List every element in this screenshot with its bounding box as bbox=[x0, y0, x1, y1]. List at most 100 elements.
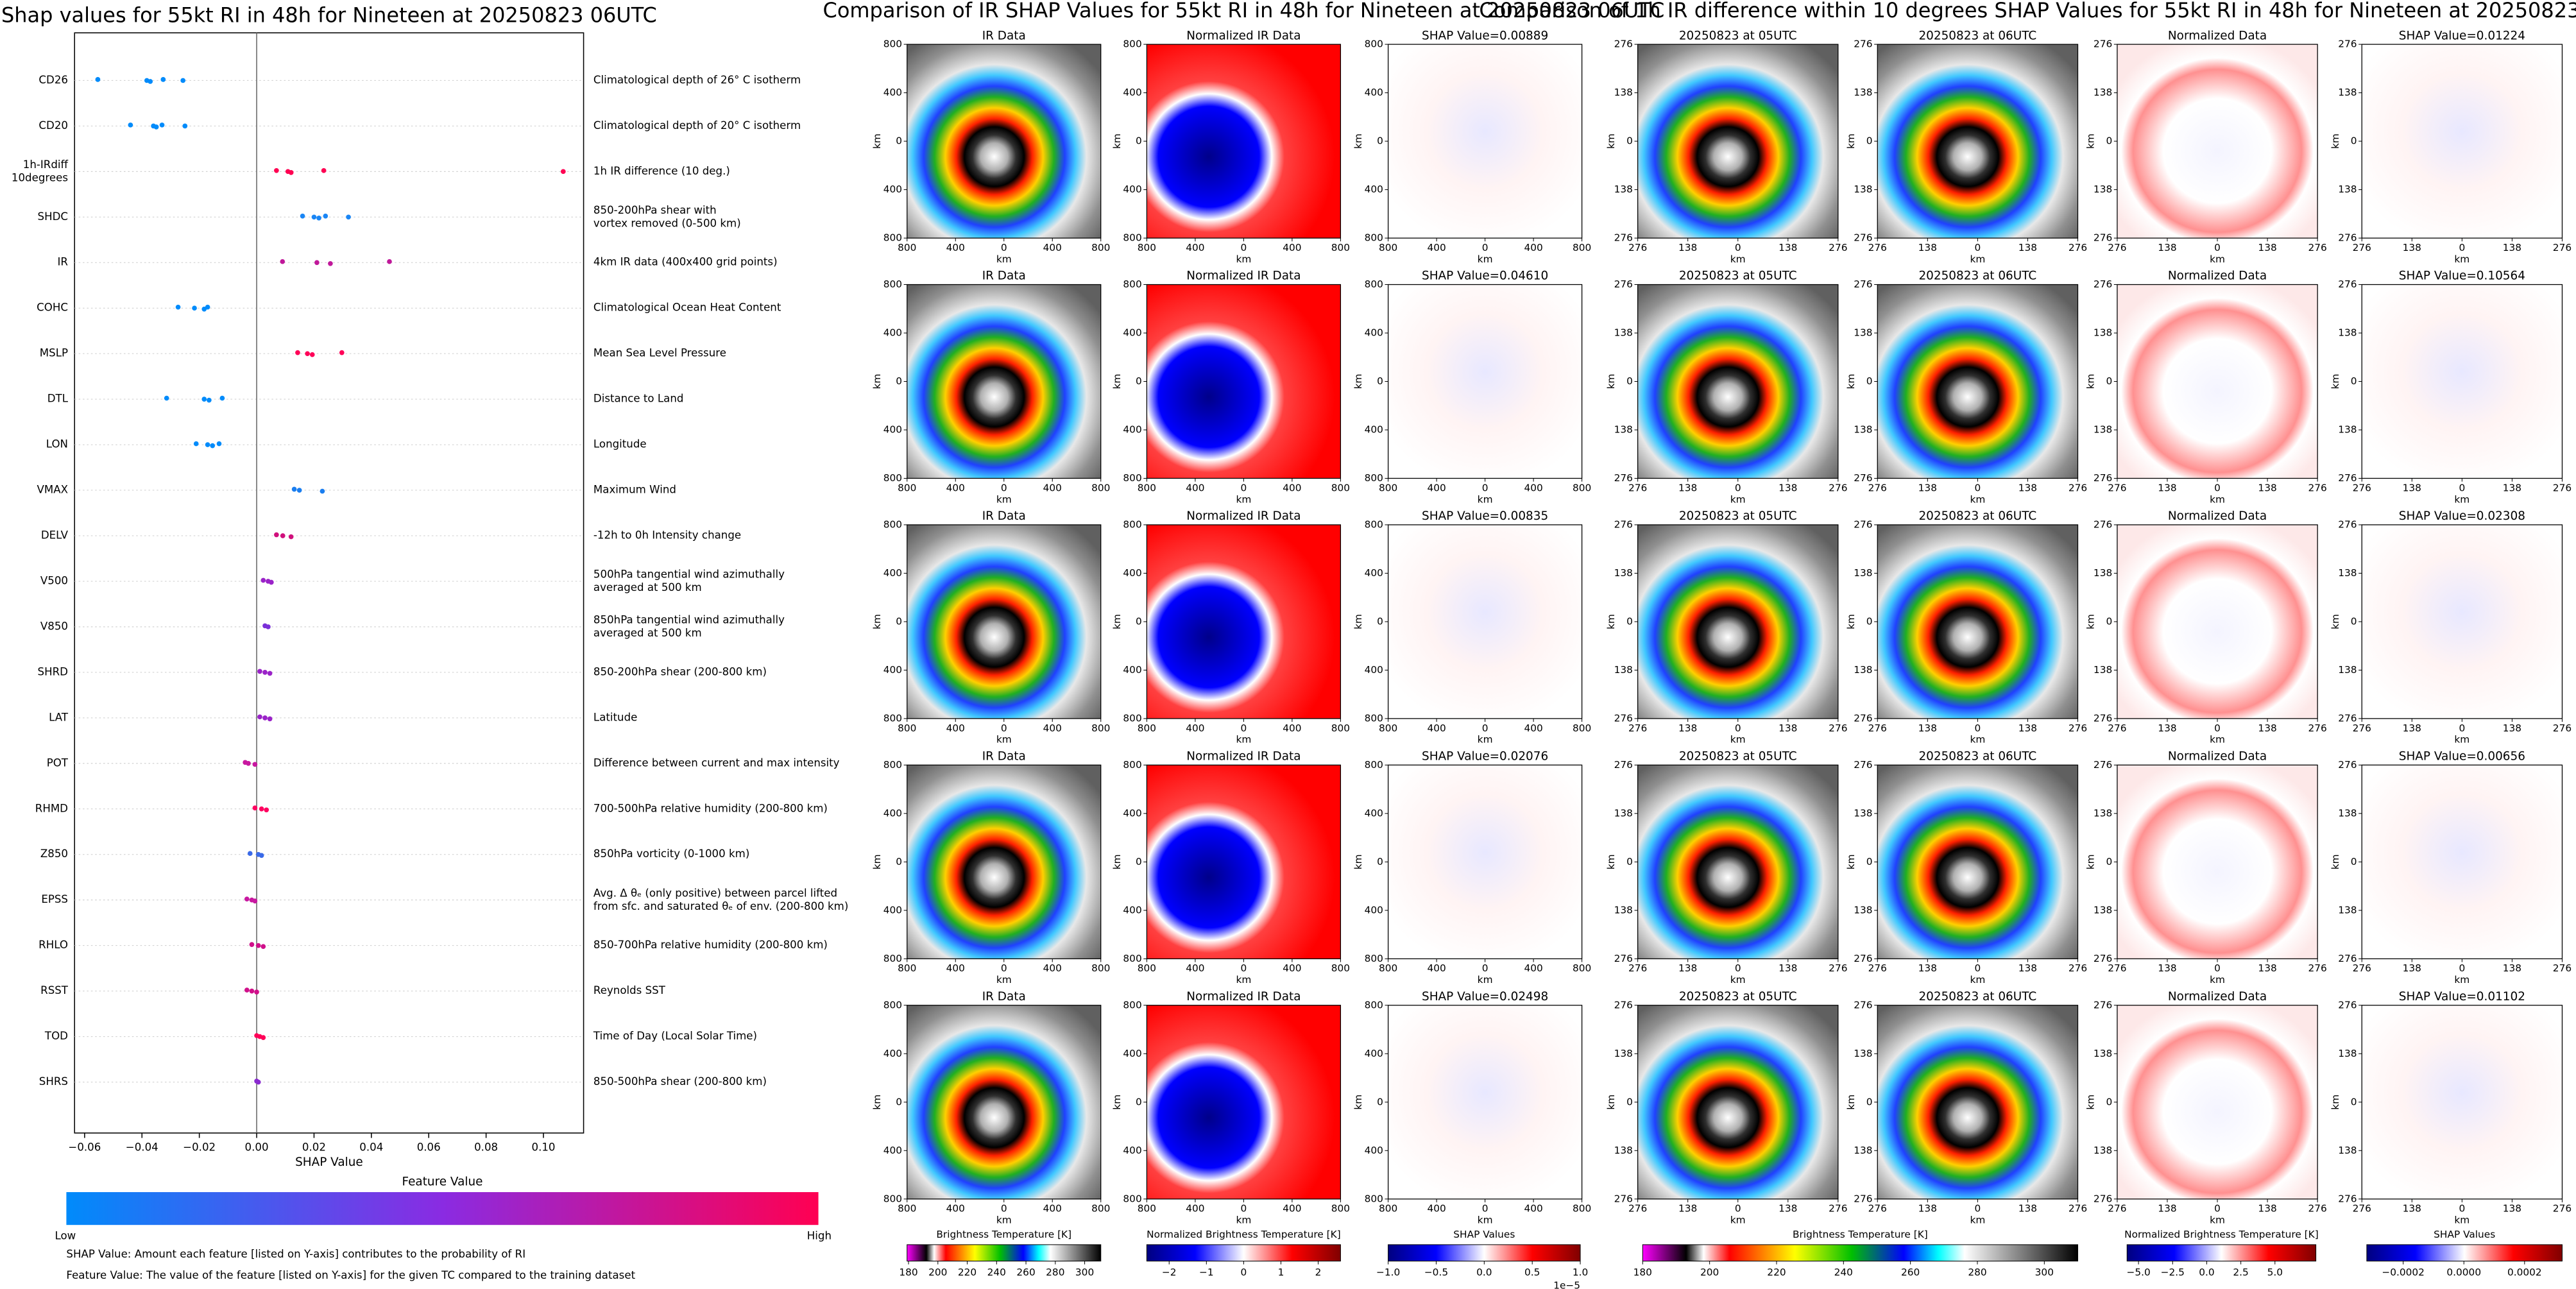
feature-label: RHLO bbox=[38, 939, 68, 951]
y-tick-label: 0 bbox=[1866, 856, 1873, 867]
x-tick-label: 800 bbox=[1331, 242, 1350, 253]
x-tick-label: 276 bbox=[1628, 962, 1647, 974]
y-tick-label: 800 bbox=[1123, 38, 1141, 50]
shap-point bbox=[280, 259, 286, 264]
y-tick-label: 0 bbox=[2351, 1096, 2357, 1107]
y-tick-label: 800 bbox=[1123, 953, 1141, 964]
x-tick-label: 276 bbox=[2353, 1203, 2371, 1215]
feature-label: COHC bbox=[37, 302, 68, 314]
x-tick-label: 276 bbox=[1868, 482, 1887, 493]
colorbar-tick-label: 5.0 bbox=[2267, 1267, 2283, 1278]
x-tick-label: 276 bbox=[2308, 482, 2326, 493]
x-axis-label: km bbox=[996, 253, 1012, 265]
y-tick-label: 276 bbox=[2094, 759, 2112, 771]
feature-description: Time of Day (Local Solar Time) bbox=[593, 1030, 757, 1042]
x-tick-label: 138 bbox=[2503, 482, 2521, 493]
panel-title: SHAP Value=0.00889 bbox=[1422, 29, 1548, 42]
y-tick-label: 276 bbox=[2338, 472, 2357, 484]
x-tick-label: 138 bbox=[2018, 1203, 2037, 1215]
x-tick-label: 276 bbox=[1868, 242, 1887, 253]
y-tick-label: 800 bbox=[883, 712, 902, 724]
chart-title: Shap values for 55kt RI in 48h for Ninet… bbox=[1, 3, 657, 28]
x-tick-label: 276 bbox=[1829, 962, 1847, 974]
y-tick-label: 800 bbox=[1365, 38, 1383, 50]
panel-title: 20250823 at 06UTC bbox=[1918, 750, 2036, 764]
x-tick-label: 276 bbox=[2553, 722, 2572, 734]
x-tick-label: 800 bbox=[1379, 482, 1397, 493]
x-tick-label: 0 bbox=[1001, 242, 1007, 253]
y-tick-label: 276 bbox=[2094, 953, 2112, 964]
x-tick-label: 800 bbox=[1573, 722, 1591, 734]
x-tick-label: 276 bbox=[2068, 962, 2087, 974]
y-tick-label: 400 bbox=[1365, 87, 1383, 98]
shap-point bbox=[291, 486, 297, 492]
x-tick-label: 276 bbox=[2068, 722, 2087, 734]
y-tick-label: 276 bbox=[2094, 278, 2112, 290]
y-tick-label: 276 bbox=[1614, 759, 1633, 771]
y-tick-label: 138 bbox=[2338, 807, 2357, 819]
image-panel bbox=[907, 1005, 1102, 1200]
panel-title: 20250823 at 05UTC bbox=[1679, 29, 1797, 42]
panel-title: 20250823 at 06UTC bbox=[1918, 269, 2036, 283]
y-tick-label: 276 bbox=[1854, 472, 1872, 484]
colorbar-tick-label: 1 bbox=[1278, 1267, 1284, 1278]
x-tick-label: 276 bbox=[2108, 1203, 2126, 1215]
y-axis-label: km bbox=[1352, 854, 1364, 869]
y-tick-label: 800 bbox=[883, 1193, 902, 1204]
feature-label: CD20 bbox=[38, 119, 68, 132]
shap-point bbox=[244, 896, 250, 901]
x-tick-label: 0 bbox=[1241, 1203, 1247, 1215]
y-tick-label: 800 bbox=[1123, 712, 1141, 724]
y-axis-label: km bbox=[1845, 133, 1857, 149]
x-tick-label: 276 bbox=[2108, 242, 2126, 253]
x-tick-label: 276 bbox=[1628, 722, 1647, 734]
shap-point bbox=[252, 898, 258, 904]
shap-point bbox=[193, 441, 199, 447]
image-panel bbox=[907, 764, 1102, 959]
feature-description: 4km IR data (400x400 grid points) bbox=[593, 256, 778, 268]
x-axis-label: km bbox=[2210, 1215, 2225, 1226]
x-tick-label: 138 bbox=[2158, 722, 2176, 734]
shap-point bbox=[260, 944, 266, 950]
y-tick-label: 138 bbox=[1614, 567, 1633, 579]
y-axis-label: km bbox=[2330, 854, 2341, 869]
y-tick-label: 276 bbox=[1614, 712, 1633, 724]
y-tick-label: 0 bbox=[2106, 615, 2112, 627]
y-tick-label: 0 bbox=[1866, 135, 1873, 147]
image-panel bbox=[2361, 44, 2563, 239]
y-tick-label: 400 bbox=[883, 184, 902, 195]
note: SHAP Value: Amount each feature [listed … bbox=[66, 1248, 525, 1260]
shap-point bbox=[309, 352, 315, 357]
panel-title: IR Data bbox=[982, 750, 1026, 764]
x-tick-label: 138 bbox=[2258, 722, 2276, 734]
y-tick-label: 138 bbox=[1614, 807, 1633, 819]
panel-title: SHAP Value=0.02498 bbox=[1422, 990, 1548, 1003]
shap-point bbox=[182, 123, 188, 129]
x-tick-label: 276 bbox=[2108, 482, 2126, 493]
chart-title: Comparison of 1h IR difference within 10… bbox=[1479, 0, 2576, 22]
x-tick-label: 800 bbox=[1138, 482, 1156, 493]
y-tick-label: 0 bbox=[1866, 375, 1873, 387]
y-tick-label: 276 bbox=[2094, 1193, 2112, 1204]
feature-label: TOD bbox=[44, 1030, 68, 1042]
x-tick-label: 138 bbox=[1918, 242, 1937, 253]
x-tick-label: 276 bbox=[2068, 1203, 2087, 1215]
y-tick-label: 276 bbox=[1614, 518, 1633, 530]
y-tick-label: 0 bbox=[1377, 135, 1383, 147]
x-tick-label: 138 bbox=[1918, 482, 1937, 493]
x-tick-label: 0 bbox=[2214, 722, 2221, 734]
panel-title: 20250823 at 05UTC bbox=[1679, 990, 1797, 1003]
x-tick-label: 138 bbox=[2018, 962, 2037, 974]
x-tick-label: 276 bbox=[2308, 722, 2326, 734]
x-tick-label: 0 bbox=[2459, 482, 2465, 493]
y-tick-label: 276 bbox=[2338, 759, 2357, 771]
y-tick-label: 138 bbox=[2094, 1048, 2112, 1059]
y-axis-label: km bbox=[1352, 1095, 1364, 1110]
colorbar-tick-label: 260 bbox=[1016, 1267, 1035, 1278]
x-tick-label: 800 bbox=[1379, 1203, 1397, 1215]
shap-point bbox=[153, 124, 159, 130]
image-panel bbox=[1387, 44, 1583, 239]
note: Feature Value: The value of the feature … bbox=[66, 1269, 635, 1281]
x-tick-label: 0 bbox=[2459, 242, 2465, 253]
x-tick-label: 400 bbox=[1043, 1203, 1062, 1215]
